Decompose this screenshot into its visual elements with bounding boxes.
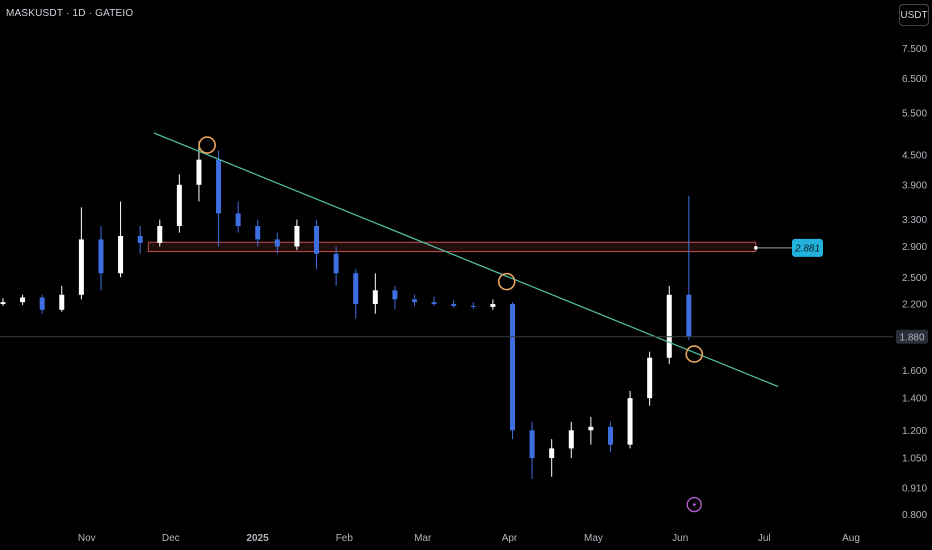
- candle-body: [216, 159, 222, 214]
- candle-body: [353, 273, 359, 305]
- candle-body: [372, 290, 378, 305]
- candle-body: [20, 297, 26, 303]
- y-tick-label: 3.900: [902, 180, 927, 191]
- candle-body: [78, 239, 84, 295]
- candle-body: [490, 304, 496, 307]
- candles-layer: [0, 141, 692, 479]
- candle-body: [470, 305, 476, 307]
- trendline-layer: [153, 132, 779, 388]
- candle-body: [196, 159, 202, 185]
- candle-body: [392, 290, 398, 300]
- y-tick-label: 0.800: [902, 510, 927, 521]
- candle-body: [118, 235, 124, 274]
- candle-body: [431, 302, 437, 305]
- candle-body: [59, 294, 65, 310]
- trendline: [153, 132, 779, 388]
- candle-body: [333, 253, 339, 274]
- current-price-badge: [896, 329, 928, 344]
- candle-body: [0, 302, 6, 305]
- currency-unit-button[interactable]: USDT: [899, 4, 929, 26]
- candle-body: [647, 357, 653, 399]
- y-tick-label: 1.050: [902, 454, 927, 465]
- x-tick-label: Mar: [414, 533, 432, 544]
- price-tag-box: [792, 238, 823, 257]
- x-tick-label: May: [584, 533, 603, 544]
- candle-body: [235, 213, 241, 226]
- candle-body: [451, 304, 457, 306]
- candle-body: [255, 225, 261, 240]
- candle-body: [176, 184, 182, 226]
- y-tick-label: 1.600: [902, 366, 927, 377]
- y-tick-label: 1.400: [902, 394, 927, 405]
- x-tick-label: 2025: [246, 533, 269, 544]
- candle-body: [137, 235, 143, 243]
- y-axis: 7.500 6.500 5.500 4.500 3.900 3.300 2.900 2.500…: [902, 44, 927, 521]
- candle-body: [549, 448, 555, 459]
- candle-body: [686, 294, 692, 337]
- resistance-zone: [147, 241, 757, 253]
- y-tick-label: 0.910: [902, 483, 927, 494]
- price-tag-anchor-dot: [754, 246, 758, 250]
- candle-body: [588, 426, 594, 431]
- candle-body: [98, 239, 104, 274]
- touch-marker-circle: [685, 345, 704, 363]
- y-tick-label: 4.500: [902, 150, 927, 161]
- x-tick-label: Dec: [162, 533, 180, 544]
- resistance-zone-layer: [147, 241, 757, 253]
- x-tick-label: Nov: [78, 533, 96, 544]
- candle-body: [294, 225, 300, 247]
- lightning-bolt-glyph: [692, 500, 697, 510]
- y-tick-label: 6.500: [902, 74, 927, 85]
- candle-body: [607, 426, 613, 445]
- price-tag-label: 2.881: [794, 243, 820, 254]
- candle-body: [157, 225, 163, 243]
- x-axis: Nov Dec 2025 Feb Mar Apr May Jun Jul Aug: [78, 533, 860, 544]
- x-tick-label: Jun: [672, 533, 688, 544]
- candle-body: [39, 297, 45, 310]
- candle-body: [412, 299, 418, 303]
- y-tick-label: 5.500: [902, 109, 927, 120]
- y-tick-label: 3.300: [902, 215, 927, 226]
- x-tick-label: Apr: [502, 533, 518, 544]
- y-tick-label: 2.900: [902, 242, 927, 253]
- y-tick-label: 2.500: [902, 273, 927, 284]
- x-tick-label: Feb: [336, 533, 354, 544]
- markers-layer: [198, 136, 704, 513]
- y-tick-label: 7.500: [902, 44, 927, 55]
- candle-body: [509, 304, 515, 431]
- candle-body: [274, 239, 280, 247]
- y-tick-label: 2.200: [902, 300, 927, 311]
- x-tick-label: Aug: [842, 533, 860, 544]
- touch-marker-circle: [497, 272, 516, 291]
- symbol-title: MASKUSDT · 1D · GATEIO: [6, 8, 134, 19]
- candle-body: [529, 430, 535, 459]
- touch-marker-circle: [198, 136, 216, 154]
- candle-body: [314, 225, 320, 254]
- candle-body: [627, 398, 633, 445]
- lightning-icon: [686, 496, 702, 513]
- x-tick-label: Jul: [758, 533, 771, 544]
- price-line-layer: 1.880 2.881: [0, 238, 928, 344]
- current-price-label: 1.880: [899, 332, 924, 343]
- candle-body: [568, 430, 574, 449]
- candle-body: [666, 294, 672, 358]
- y-tick-label: 1.200: [902, 426, 927, 437]
